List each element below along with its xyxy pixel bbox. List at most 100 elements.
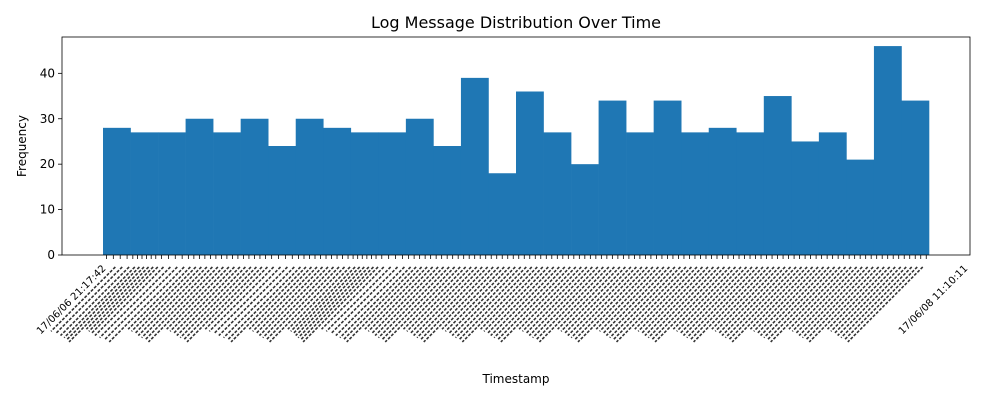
x-tick-label-clutter: [255, 266, 324, 335]
x-tick-label-clutter: [826, 266, 891, 330]
bar: [158, 132, 186, 255]
x-tick-label-clutter: [672, 266, 737, 330]
bar: [653, 100, 682, 255]
y-tick-label: 20: [40, 157, 55, 171]
x-tick-label-clutter: [640, 266, 709, 335]
x-tick-label-clutter: [88, 266, 154, 332]
x-tick-label-clutter: [172, 266, 241, 335]
x-tick-label-clutter: [731, 266, 808, 343]
x-tick-label-clutter: [615, 266, 693, 343]
x-tick-label-clutter: [99, 266, 171, 339]
x-tick-label-clutter: [55, 266, 123, 335]
x-tick-label-clutter: [147, 266, 224, 343]
x-tick-label-clutter: [612, 266, 687, 341]
x-tick-label-clutter: [409, 266, 478, 335]
x-tick-label-clutter: [371, 266, 439, 335]
bar: [846, 159, 875, 255]
x-tick-label-clutter: [297, 266, 370, 339]
x-tick-label-clutter: [227, 266, 302, 341]
bar: [873, 46, 902, 256]
x-tick-label-clutter: [788, 266, 852, 330]
x-tick-label-clutter: [718, 266, 786, 335]
x-tick-label-clutter: [574, 266, 648, 341]
x-tick-label-clutter: [654, 266, 731, 343]
x-tick-label-clutter: [711, 266, 775, 330]
x-tick-label-clutter: [557, 266, 621, 330]
x-tick-label-clutter: [693, 266, 770, 343]
x-tick-label-clutter: [141, 266, 213, 339]
x-tick-label-clutter: [108, 266, 185, 343]
x-tick-label-clutter: [679, 266, 748, 335]
x-tick-label-clutter: [377, 266, 450, 339]
x-tick-label-clutter: [759, 266, 830, 337]
x-tick-label-clutter: [651, 266, 726, 341]
bar: [130, 132, 159, 255]
x-tick-label: 17/06/08 11:10:11: [897, 263, 971, 337]
x-tick-label-clutter: [602, 266, 670, 335]
x-tick-label-clutter: [134, 266, 202, 335]
x-tick-label-clutter: [840, 266, 913, 339]
bar: [103, 127, 131, 255]
bar: [460, 77, 489, 255]
x-tick-label-clutter: [367, 266, 434, 332]
x-tick-label-clutter: [521, 266, 588, 332]
x-tick-label-clutter: [830, 266, 896, 332]
x-tick-label-clutter: [676, 266, 742, 332]
x-tick-label-clutter: [295, 266, 365, 337]
x-tick-label-clutter: [66, 266, 140, 341]
x-tick-label-clutter: [63, 266, 136, 339]
bar: [626, 132, 654, 255]
x-tick-label-clutter: [795, 266, 863, 335]
x-tick-label-clutter: [833, 266, 902, 335]
x-tick-label-clutter: [490, 266, 560, 337]
x-tick-label-clutter: [605, 266, 676, 337]
x-tick-label-clutter: [381, 266, 456, 341]
x-tick-label-clutter: [563, 266, 632, 335]
y-tick-label: 0: [47, 248, 55, 262]
x-tick-label: 17/06/06 21:17:42: [35, 263, 109, 337]
x-tick-label-clutter: [686, 266, 759, 339]
x-tick-label-clutter: [183, 266, 257, 341]
x-tick-label-clutter: [94, 266, 165, 337]
x-tick-label-clutter: [518, 266, 582, 330]
x-tick-label-clutter: [402, 266, 467, 330]
x-tick-label-clutter: [346, 266, 423, 343]
bar: [350, 132, 379, 255]
bar: [185, 118, 214, 255]
bar: [901, 100, 930, 255]
x-tick-label-clutter: [103, 266, 178, 341]
x-tick-label-clutter: [252, 266, 318, 332]
bar: [598, 100, 627, 255]
bar: [818, 132, 847, 255]
x-tick-label-clutter: [560, 266, 626, 332]
x-tick-label-clutter: [300, 266, 375, 341]
x-tick-label-clutter: [330, 266, 399, 335]
x-tick-label-clutter: [451, 266, 522, 337]
bars-group: [103, 46, 930, 256]
x-tick-label-clutter: [634, 266, 698, 330]
x-tick-label-clutter: [805, 266, 880, 341]
x-tick-label-clutter: [419, 266, 494, 341]
x-tick-label-clutter: [169, 266, 235, 332]
x-tick-label-clutter: [85, 266, 150, 330]
x-tick-label-clutter: [808, 266, 885, 343]
x-tick-label-clutter: [137, 266, 208, 337]
bar: [708, 127, 737, 255]
x-tick-label-clutter: [721, 266, 792, 337]
x-tick-label-clutter: [416, 266, 489, 339]
x-tick-label-clutter: [335, 266, 405, 337]
x-tick-label-clutter: [441, 266, 505, 330]
x-tick-label-clutter: [682, 266, 753, 337]
x-tick-label-clutter: [461, 266, 538, 343]
x-tick-label-clutter: [595, 266, 659, 330]
bar: [268, 146, 297, 255]
x-tick-label-clutter: [130, 266, 197, 332]
chart-title: Log Message Distribution Over Time: [371, 13, 661, 32]
x-tick-label-clutter: [637, 266, 704, 332]
x-tick-label-clutter: [218, 266, 288, 337]
x-axis-label: Timestamp: [482, 372, 550, 386]
y-tick-label: 10: [40, 203, 55, 217]
x-tick-label-clutter: [208, 266, 275, 332]
